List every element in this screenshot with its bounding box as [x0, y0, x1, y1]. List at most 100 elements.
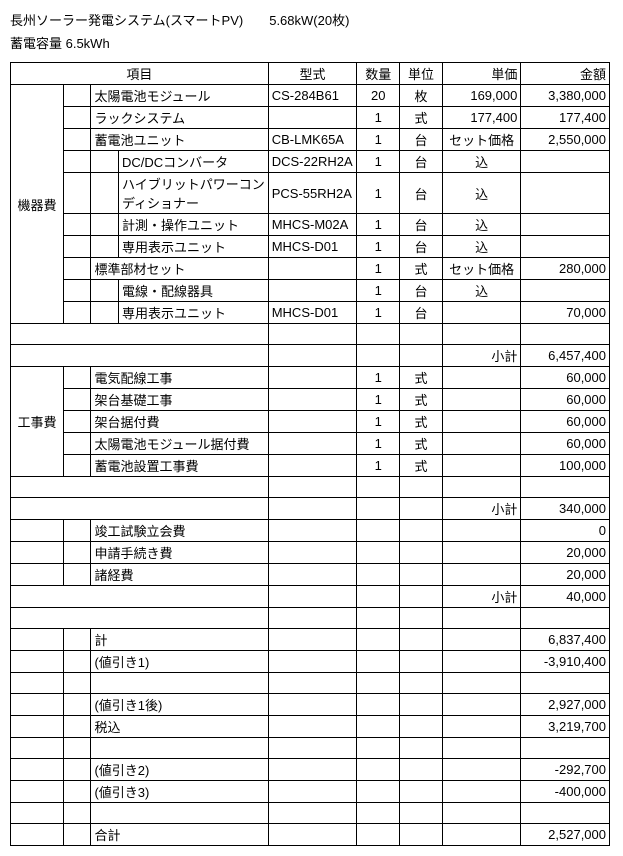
cell: 1 — [357, 433, 400, 455]
cell — [400, 781, 443, 803]
cell — [357, 781, 400, 803]
table-row: 蓄電池設置工事費1式100,000 — [11, 455, 610, 477]
cell: 20,000 — [521, 564, 610, 586]
cell — [442, 759, 520, 781]
cell — [63, 651, 91, 673]
cell — [357, 738, 400, 759]
cell — [63, 280, 91, 302]
total-row: 合計2,527,000 — [11, 824, 610, 846]
cell — [63, 542, 91, 564]
cell: 計 — [91, 629, 268, 651]
cell: 1 — [357, 367, 400, 389]
cell — [63, 738, 91, 759]
cell — [268, 694, 357, 716]
th-qty: 数量 — [357, 63, 400, 85]
cell — [268, 542, 357, 564]
cell — [63, 367, 91, 389]
cell — [268, 738, 357, 759]
cell — [357, 759, 400, 781]
cell — [63, 85, 91, 107]
cell: -400,000 — [521, 781, 610, 803]
cell: 台 — [400, 151, 443, 173]
cell: 式 — [400, 433, 443, 455]
cell — [63, 107, 91, 129]
cell: ハイブリットパワーコンディショナー — [118, 173, 268, 214]
cell — [63, 214, 91, 236]
th-price: 単価 — [442, 63, 520, 85]
cell — [400, 716, 443, 738]
table-row: 竣工試験立会費 0 — [11, 520, 610, 542]
cell: 60,000 — [521, 367, 610, 389]
cell — [268, 824, 357, 846]
table-row — [11, 608, 610, 629]
cell: 式 — [400, 411, 443, 433]
cell — [521, 477, 610, 498]
cell: 電線・配線器具 — [118, 280, 268, 302]
cell — [63, 411, 91, 433]
category-cell: 工事費 — [11, 367, 64, 477]
cell — [268, 608, 357, 629]
cell: 蓄電池設置工事費 — [91, 455, 268, 477]
cell — [442, 716, 520, 738]
cell — [442, 781, 520, 803]
cell — [400, 345, 443, 367]
cell — [400, 564, 443, 586]
header-line-2: 蓄電容量 6.5kWh — [10, 33, 613, 52]
cell — [268, 389, 357, 411]
cell — [521, 214, 610, 236]
cell — [357, 345, 400, 367]
cell — [63, 151, 91, 173]
cell — [357, 694, 400, 716]
table-row: 架台据付費1式60,000 — [11, 411, 610, 433]
cell — [357, 542, 400, 564]
cell — [268, 803, 357, 824]
cell — [521, 151, 610, 173]
cell: 3,219,700 — [521, 716, 610, 738]
cell — [400, 629, 443, 651]
th-item: 項目 — [11, 63, 269, 85]
cell: 竣工試験立会費 — [91, 520, 268, 542]
cell: 0 — [521, 520, 610, 542]
cell: 込 — [442, 280, 520, 302]
table-row: ハイブリットパワーコンディショナーPCS-55RH2A1台込 — [11, 173, 610, 214]
cell: 小計 — [442, 498, 520, 520]
cell — [521, 608, 610, 629]
total-row — [11, 738, 610, 759]
cell — [442, 389, 520, 411]
cell: 1 — [357, 411, 400, 433]
cell: 税込 — [91, 716, 268, 738]
cell — [357, 520, 400, 542]
cell: 架台据付費 — [91, 411, 268, 433]
cell: 2,927,000 — [521, 694, 610, 716]
cell — [442, 651, 520, 673]
cell: -292,700 — [521, 759, 610, 781]
cell — [63, 781, 91, 803]
cell — [442, 302, 520, 324]
cell — [400, 694, 443, 716]
cell: CS-284B61 — [268, 85, 357, 107]
table-row: DC/DCコンバータDCS-22RH2A1台込 — [11, 151, 610, 173]
cell — [442, 411, 520, 433]
cell — [11, 803, 64, 824]
cell — [91, 236, 119, 258]
cell: DC/DCコンバータ — [118, 151, 268, 173]
cell — [11, 716, 64, 738]
cell: 60,000 — [521, 433, 610, 455]
cell — [268, 455, 357, 477]
cell — [400, 673, 443, 694]
cell — [63, 433, 91, 455]
cell — [442, 608, 520, 629]
table-row — [11, 324, 610, 345]
cell: 1 — [357, 173, 400, 214]
cell — [400, 586, 443, 608]
cell: 蓄電池ユニット — [91, 129, 268, 151]
cell: 計測・操作ユニット — [118, 214, 268, 236]
cell — [11, 673, 64, 694]
cell: 合計 — [91, 824, 268, 846]
cell — [268, 586, 357, 608]
cell — [11, 564, 64, 586]
cell — [63, 716, 91, 738]
table-row: 電線・配線器具1台込 — [11, 280, 610, 302]
total-row: (値引き1)-3,910,400 — [11, 651, 610, 673]
total-row: (値引き3)-400,000 — [11, 781, 610, 803]
